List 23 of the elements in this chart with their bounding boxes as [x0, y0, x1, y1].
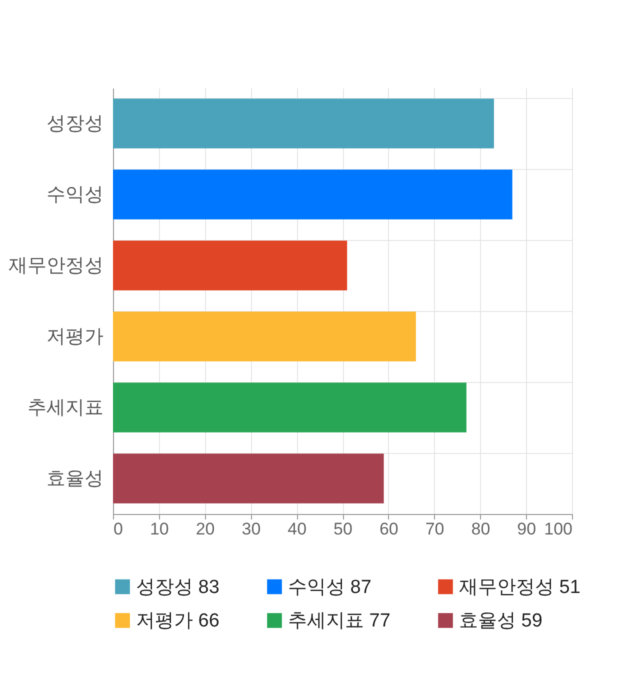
x-tick-label: 30 [242, 520, 261, 538]
x-tick-label: 90 [517, 520, 536, 538]
y-tick-label: 효율성 [46, 468, 104, 490]
x-tick-label: 100 [544, 520, 572, 538]
y-tick-label: 추세지표 [28, 398, 104, 418]
y-tick-label: 재무안정성 [8, 256, 104, 276]
y-tick-label: 수익성 [46, 184, 104, 206]
legend-label: 수익성 87 [288, 576, 372, 598]
x-tick-label: 70 [425, 520, 444, 538]
legend-label: 성장성 83 [136, 576, 220, 598]
legend-label: 추세지표 77 [288, 610, 390, 632]
legend-label: 저평가 66 [136, 610, 220, 632]
x-tick-label: 20 [196, 520, 215, 538]
x-tick-label: 50 [334, 520, 352, 538]
x-tick-label: 40 [288, 520, 307, 538]
y-tick-label: 저평가 [46, 326, 104, 348]
x-tick-label: 0 [114, 520, 123, 538]
legend-label: 재무안정성 51 [459, 576, 580, 598]
x-tick-label: 80 [471, 520, 490, 538]
y-tick-label: 성장성 [46, 114, 104, 134]
x-tick-label: 10 [150, 520, 169, 538]
legend-label: 효율성 59 [459, 610, 542, 632]
x-tick-label: 60 [379, 520, 398, 538]
